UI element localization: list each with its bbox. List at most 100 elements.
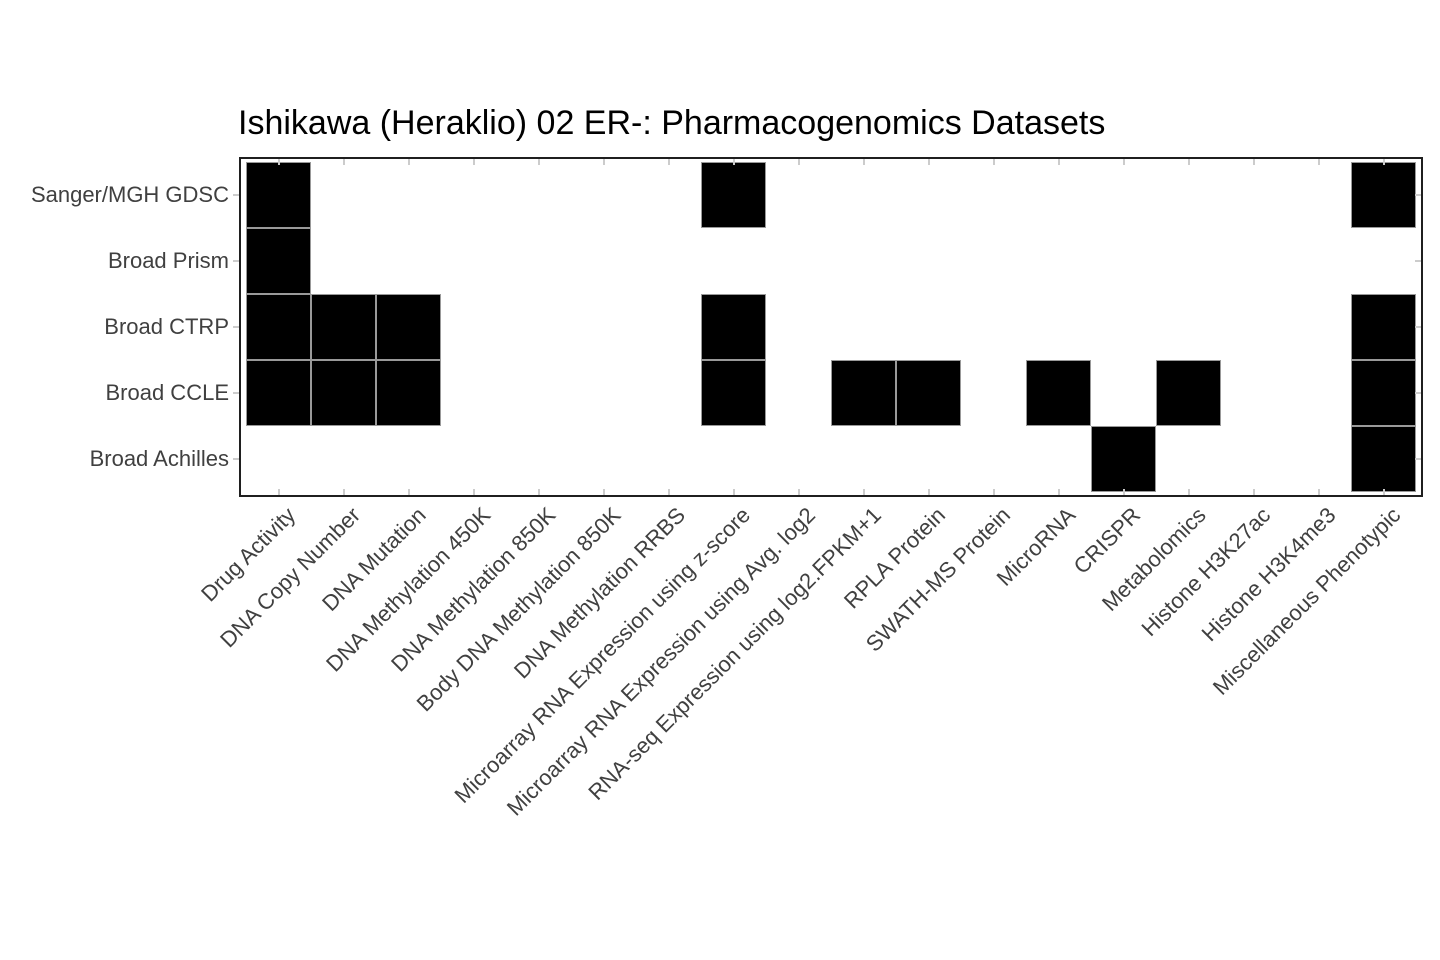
heatmap-cell-empty [1091, 294, 1156, 360]
axis-tick [537, 489, 540, 495]
heatmap-cell-empty [831, 294, 896, 360]
heatmap-cell-empty [311, 426, 376, 492]
heatmap-cell-filled [246, 162, 311, 228]
heatmap-cell-empty [701, 228, 766, 294]
heatmap-cell-empty [896, 228, 961, 294]
heatmap-cell-empty [831, 426, 896, 492]
heatmap-cell-empty [1351, 228, 1416, 294]
heatmap-cell-empty [441, 426, 506, 492]
heatmap-cell-filled [831, 360, 896, 426]
axis-tick [602, 489, 605, 495]
y-axis-label: Broad CCLE [105, 380, 229, 405]
axis-tick [1415, 458, 1421, 460]
heatmap-cell-empty [961, 426, 1026, 492]
axis-tick [1252, 489, 1255, 495]
axis-tick [1187, 489, 1190, 495]
heatmap-cell-empty [636, 360, 701, 426]
heatmap-cell-filled [701, 294, 766, 360]
heatmap-cell-empty [1286, 228, 1351, 294]
axis-tick [1382, 159, 1385, 165]
axis-tick [1415, 326, 1421, 328]
heatmap-cell-empty [961, 360, 1026, 426]
axis-tick [1415, 260, 1421, 262]
heatmap-cell-empty [1026, 162, 1091, 228]
heatmap-cell-empty [1091, 162, 1156, 228]
heatmap-cell-filled [896, 360, 961, 426]
heatmap-cell-empty [571, 294, 636, 360]
axis-tick [667, 489, 670, 495]
plot-area [233, 157, 1423, 497]
heatmap-cell-empty [571, 162, 636, 228]
heatmap-cell-empty [571, 360, 636, 426]
heatmap-cell-empty [1221, 360, 1286, 426]
heatmap-cell-filled [376, 294, 441, 360]
axis-tick [602, 159, 605, 165]
heatmap-cell-empty [1156, 294, 1221, 360]
heatmap-cell-empty [1026, 228, 1091, 294]
heatmap-cell-empty [506, 162, 571, 228]
heatmap-cell-empty [441, 360, 506, 426]
axis-tick [1415, 194, 1421, 196]
heatmap-cell-empty [441, 294, 506, 360]
heatmap-cell-empty [506, 426, 571, 492]
heatmap-cell-empty [896, 294, 961, 360]
heatmap-cell-empty [506, 294, 571, 360]
axis-tick [472, 489, 475, 495]
heatmap-cell-empty [1091, 228, 1156, 294]
heatmap-cell-empty [961, 294, 1026, 360]
axis-tick [472, 159, 475, 165]
heatmap-cell-empty [1286, 426, 1351, 492]
heatmap-cell-filled [1091, 426, 1156, 492]
axis-tick [1415, 392, 1421, 394]
y-axis-label: Broad CTRP [104, 314, 229, 339]
heatmap-cell-empty [636, 426, 701, 492]
y-axis-label: Broad Prism [107, 248, 229, 273]
heatmap-cell-empty [1221, 228, 1286, 294]
axis-tick [862, 489, 865, 495]
axis-tick [342, 159, 345, 165]
axis-tick [277, 489, 280, 495]
heatmap-cell-empty [571, 426, 636, 492]
heatmap-cell-filled [246, 294, 311, 360]
axis-tick [233, 392, 239, 394]
heatmap-cell-filled [701, 360, 766, 426]
x-axis-label: Microarray RNA Expression using Avg. log… [502, 502, 821, 821]
axis-tick [992, 489, 995, 495]
axis-tick [1057, 159, 1060, 165]
heatmap-cell-empty [701, 426, 766, 492]
heatmap-cell-filled [1026, 360, 1091, 426]
heatmap-cell-empty [1156, 162, 1221, 228]
heatmap-cell-filled [311, 360, 376, 426]
axis-tick [233, 458, 239, 460]
axis-tick [1252, 159, 1255, 165]
heatmap-cell-filled [701, 162, 766, 228]
heatmap-cell-empty [961, 228, 1026, 294]
axis-tick [407, 159, 410, 165]
heatmap-cell-empty [1221, 426, 1286, 492]
axis-tick [407, 489, 410, 495]
heatmap-cell-empty [571, 228, 636, 294]
heatmap-grid [246, 162, 1416, 492]
heatmap-cell-empty [376, 162, 441, 228]
y-axis-label: Broad Achilles [89, 446, 229, 471]
heatmap-cell-filled [246, 228, 311, 294]
heatmap-cell-empty [1026, 426, 1091, 492]
heatmap-cell-empty [636, 162, 701, 228]
axis-tick [277, 159, 280, 165]
axis-tick [862, 159, 865, 165]
heatmap-cell-empty [636, 294, 701, 360]
heatmap-cell-empty [896, 426, 961, 492]
axis-tick [1187, 159, 1190, 165]
axis-tick [537, 159, 540, 165]
heatmap-cell-filled [1351, 162, 1416, 228]
heatmap-cell-empty [831, 228, 896, 294]
heatmap-cell-empty [311, 162, 376, 228]
axis-tick [797, 489, 800, 495]
heatmap-cell-empty [636, 228, 701, 294]
axis-tick [233, 260, 239, 262]
heatmap-cell-empty [1221, 294, 1286, 360]
heatmap-cell-empty [376, 228, 441, 294]
heatmap-cell-empty [766, 294, 831, 360]
heatmap-cell-empty [766, 162, 831, 228]
